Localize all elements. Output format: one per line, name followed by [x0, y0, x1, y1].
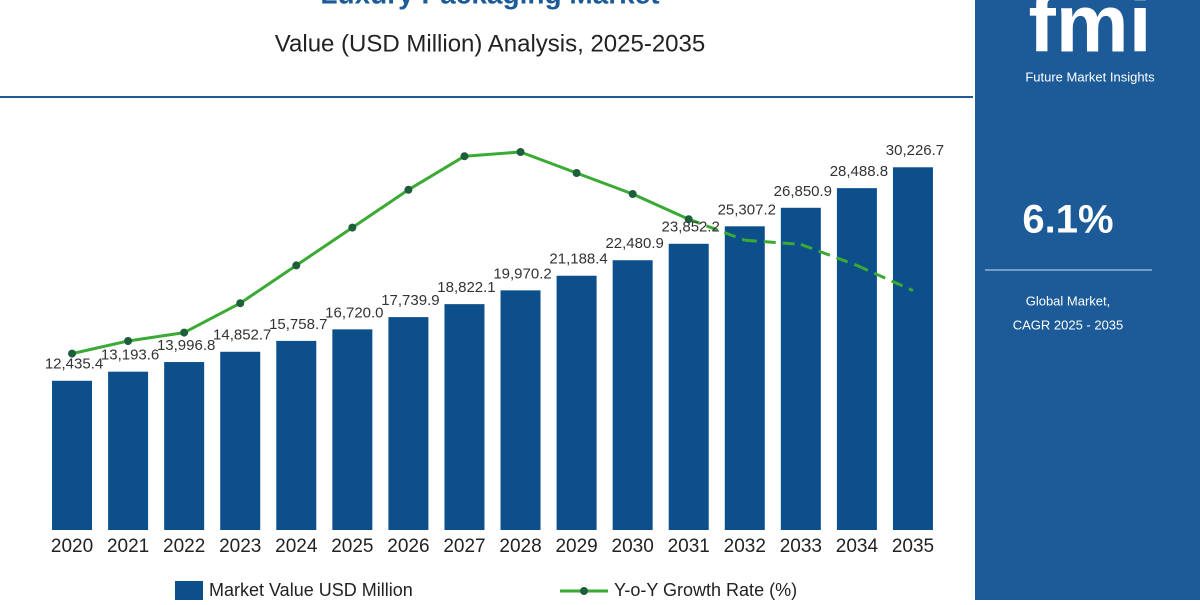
growth-marker — [180, 328, 189, 337]
chart-title: Luxury Packaging Market — [320, 0, 659, 9]
growth-marker — [516, 148, 525, 156]
growth-marker — [348, 223, 357, 232]
x-tick-label: 2030 — [612, 536, 654, 557]
growth-line-segment — [744, 238, 801, 246]
bar — [108, 371, 149, 530]
growth-line-segment — [183, 301, 241, 334]
growth-marker — [684, 215, 693, 224]
bar — [332, 329, 373, 530]
x-tick-label: 2022 — [163, 536, 205, 557]
growth-marker — [460, 152, 469, 161]
data-label: 25,307.2 — [718, 201, 776, 218]
x-tick-label: 2021 — [107, 536, 149, 557]
growth-line-segment — [295, 226, 354, 267]
data-label: 23,852.2 — [662, 219, 720, 236]
data-label: 22,480.9 — [605, 235, 663, 252]
data-label: 12,435.4 — [45, 356, 103, 373]
data-label: 14,852.7 — [213, 327, 271, 344]
growth-marker — [404, 185, 413, 194]
data-label: 28,488.8 — [830, 163, 888, 180]
growth-line-segment — [856, 264, 914, 292]
kpi-value: 6.1% — [1022, 198, 1113, 242]
data-label: 18,822.1 — [437, 279, 495, 296]
x-tick-label: 2024 — [275, 536, 318, 557]
bar — [724, 226, 765, 530]
x-tick-label: 2035 — [892, 536, 934, 557]
growth-marker — [68, 349, 77, 358]
bar — [836, 188, 877, 530]
x-tick-label: 2025 — [331, 536, 373, 557]
legend-marker — [580, 587, 588, 595]
legend-label: Y-o-Y Growth Rate (%) — [614, 580, 797, 600]
data-label: 13,996.8 — [157, 337, 215, 354]
growth-line-segment — [520, 150, 578, 175]
bar — [780, 207, 821, 531]
x-tick-label: 2034 — [836, 536, 879, 557]
side-panel — [975, 0, 1200, 600]
legend-swatch — [175, 581, 203, 601]
data-label: 21,188.4 — [549, 251, 607, 268]
bar — [556, 275, 597, 530]
growth-line-segment — [407, 154, 466, 192]
growth-line-segment — [351, 188, 410, 229]
growth-line-segment — [239, 264, 298, 305]
x-tick-label: 2020 — [51, 536, 93, 557]
data-label: 19,970.2 — [493, 265, 551, 282]
bar — [276, 340, 317, 530]
growth-line-segment — [800, 242, 858, 267]
bar — [500, 290, 541, 530]
x-tick-label: 2031 — [668, 536, 710, 557]
growth-marker — [236, 299, 245, 308]
growth-line-segment — [464, 150, 521, 158]
growth-marker — [628, 190, 637, 198]
x-tick-label: 2032 — [724, 536, 766, 557]
data-label: 13,193.6 — [101, 347, 159, 364]
data-label: 17,739.9 — [381, 292, 439, 309]
chart-subtitle: Value (USD Million) Analysis, 2025-2035 — [275, 30, 705, 57]
growth-marker — [124, 337, 133, 345]
growth-line-segment — [576, 171, 634, 196]
bar — [444, 304, 485, 530]
growth-line-segment — [71, 339, 129, 356]
x-tick-label: 2029 — [555, 536, 597, 557]
brand-name: Future Market Insights — [1025, 69, 1155, 84]
bar — [612, 260, 653, 530]
data-label: 15,758.7 — [269, 316, 327, 333]
bar — [668, 243, 709, 530]
kpi-label: CAGR 2025 - 2035 — [1013, 317, 1124, 332]
x-tick-label: 2026 — [387, 536, 429, 557]
kpi-label: Global Market, — [1026, 293, 1111, 308]
growth-line-segment — [688, 217, 746, 242]
data-label: 30,226.7 — [886, 142, 944, 159]
growth-marker — [292, 261, 301, 270]
bar — [52, 380, 93, 530]
bar — [388, 317, 429, 530]
growth-marker — [572, 169, 581, 177]
bar — [220, 351, 261, 530]
bar — [892, 167, 933, 530]
data-label: 26,850.9 — [774, 183, 832, 200]
bar — [164, 362, 205, 530]
x-tick-label: 2027 — [443, 536, 485, 557]
growth-line-segment — [127, 331, 185, 343]
x-tick-label: 2033 — [780, 536, 822, 557]
data-label: 16,720.0 — [325, 304, 383, 321]
x-tick-label: 2023 — [219, 536, 261, 557]
brand-logo: fmi — [1029, 0, 1152, 70]
growth-line-segment — [632, 192, 690, 221]
x-tick-label: 2028 — [499, 536, 541, 557]
legend-label: Market Value USD Million — [209, 580, 413, 600]
